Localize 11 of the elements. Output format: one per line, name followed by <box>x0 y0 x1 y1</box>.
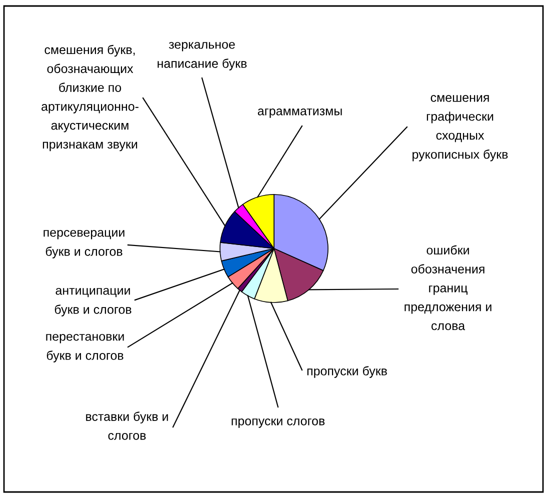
slice-label: персеверации букв и слогов <box>44 230 124 258</box>
slice-label: антиципации букв и слогов <box>54 288 132 316</box>
slice-label: вставки букв и слогов <box>86 412 168 440</box>
slice-label: перестановки букв и слогов <box>46 334 124 362</box>
slice-label: смешения букв, обозначающих близкие по артикуляционно- акустическим признакам звуки <box>42 44 138 152</box>
slice-label: смешения графически сходных рукописных букв <box>412 95 508 162</box>
slice-label: ошибки обозначения границ предложения и слова <box>404 245 492 330</box>
slice-label: аграмматизмы <box>258 108 342 118</box>
slice-label: пропуски букв <box>307 366 387 378</box>
slice-label: пропуски слогов <box>232 418 325 428</box>
slice-label: зеркальное написание букв <box>158 42 247 70</box>
